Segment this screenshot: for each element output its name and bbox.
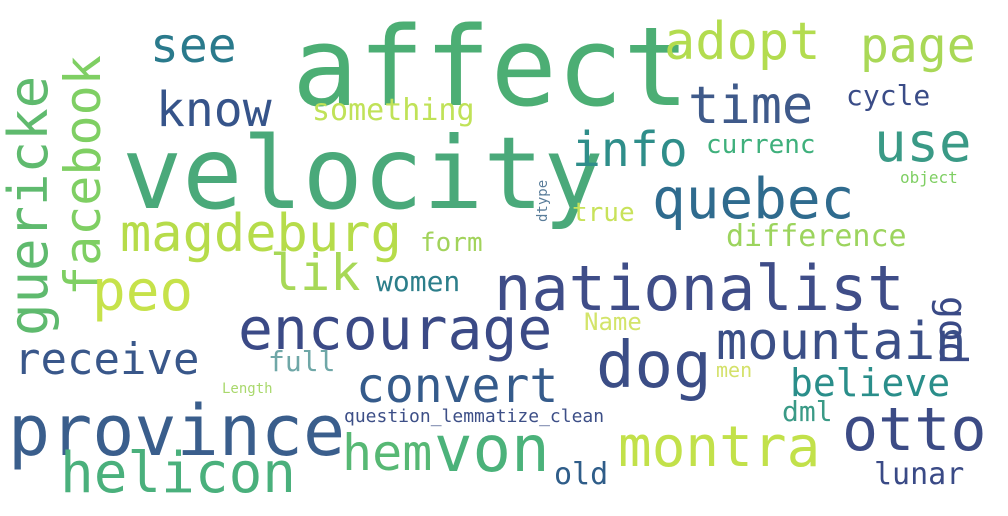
word-quebec: quebec bbox=[652, 167, 855, 232]
word-peo: peo bbox=[92, 259, 194, 324]
word-know: know bbox=[156, 82, 272, 138]
word-lik: lik bbox=[270, 244, 361, 302]
word-affect: affect bbox=[292, 3, 690, 131]
word-province: province bbox=[8, 390, 346, 472]
word-old: old bbox=[554, 457, 609, 492]
word-women: women bbox=[376, 265, 461, 298]
word-page: page bbox=[860, 18, 976, 74]
word-lunar: lunar bbox=[874, 457, 965, 492]
word-believe: believe bbox=[790, 361, 951, 405]
word-something: something bbox=[312, 93, 475, 128]
word-montra: montra bbox=[618, 415, 821, 480]
word-question-lemmatize-clean: question_lemmatize_clean bbox=[344, 406, 605, 427]
word-adopt: adopt bbox=[664, 12, 821, 72]
word-convert: convert bbox=[356, 358, 559, 414]
word-encourage: encourage bbox=[238, 295, 553, 363]
word-god: god bbox=[931, 296, 975, 365]
word-true: true bbox=[572, 198, 635, 228]
word-length: Length bbox=[222, 381, 273, 397]
word-otto: otto bbox=[842, 395, 987, 465]
word-currenc: currenc bbox=[706, 130, 816, 160]
word-mountain: mountain bbox=[716, 312, 967, 372]
word-difference: difference bbox=[726, 219, 907, 254]
word-cycle: cycle bbox=[846, 79, 931, 112]
word-full: full bbox=[268, 345, 336, 378]
word-hem: hem bbox=[342, 424, 433, 482]
word-receive: receive bbox=[14, 334, 200, 385]
word-time: time bbox=[688, 76, 814, 136]
word-von: von bbox=[434, 413, 550, 487]
word-guericke: guericke bbox=[0, 75, 60, 336]
word-dml: dml bbox=[782, 395, 833, 428]
word-form: form bbox=[420, 228, 483, 258]
word-see: see bbox=[150, 18, 237, 74]
word-velocity: velocity bbox=[122, 115, 604, 232]
word-helicon: helicon bbox=[60, 441, 297, 506]
word-dtype: dtype bbox=[535, 179, 551, 222]
word-dog: dog bbox=[596, 329, 712, 403]
word-object: object bbox=[900, 168, 958, 187]
word-magdeburg: magdeburg bbox=[120, 204, 402, 264]
word-use: use bbox=[874, 111, 972, 174]
word-info: info bbox=[572, 122, 688, 178]
word-nationalist: nationalist bbox=[494, 252, 905, 325]
word-men: men bbox=[716, 358, 753, 382]
word-name: Name bbox=[584, 308, 642, 336]
